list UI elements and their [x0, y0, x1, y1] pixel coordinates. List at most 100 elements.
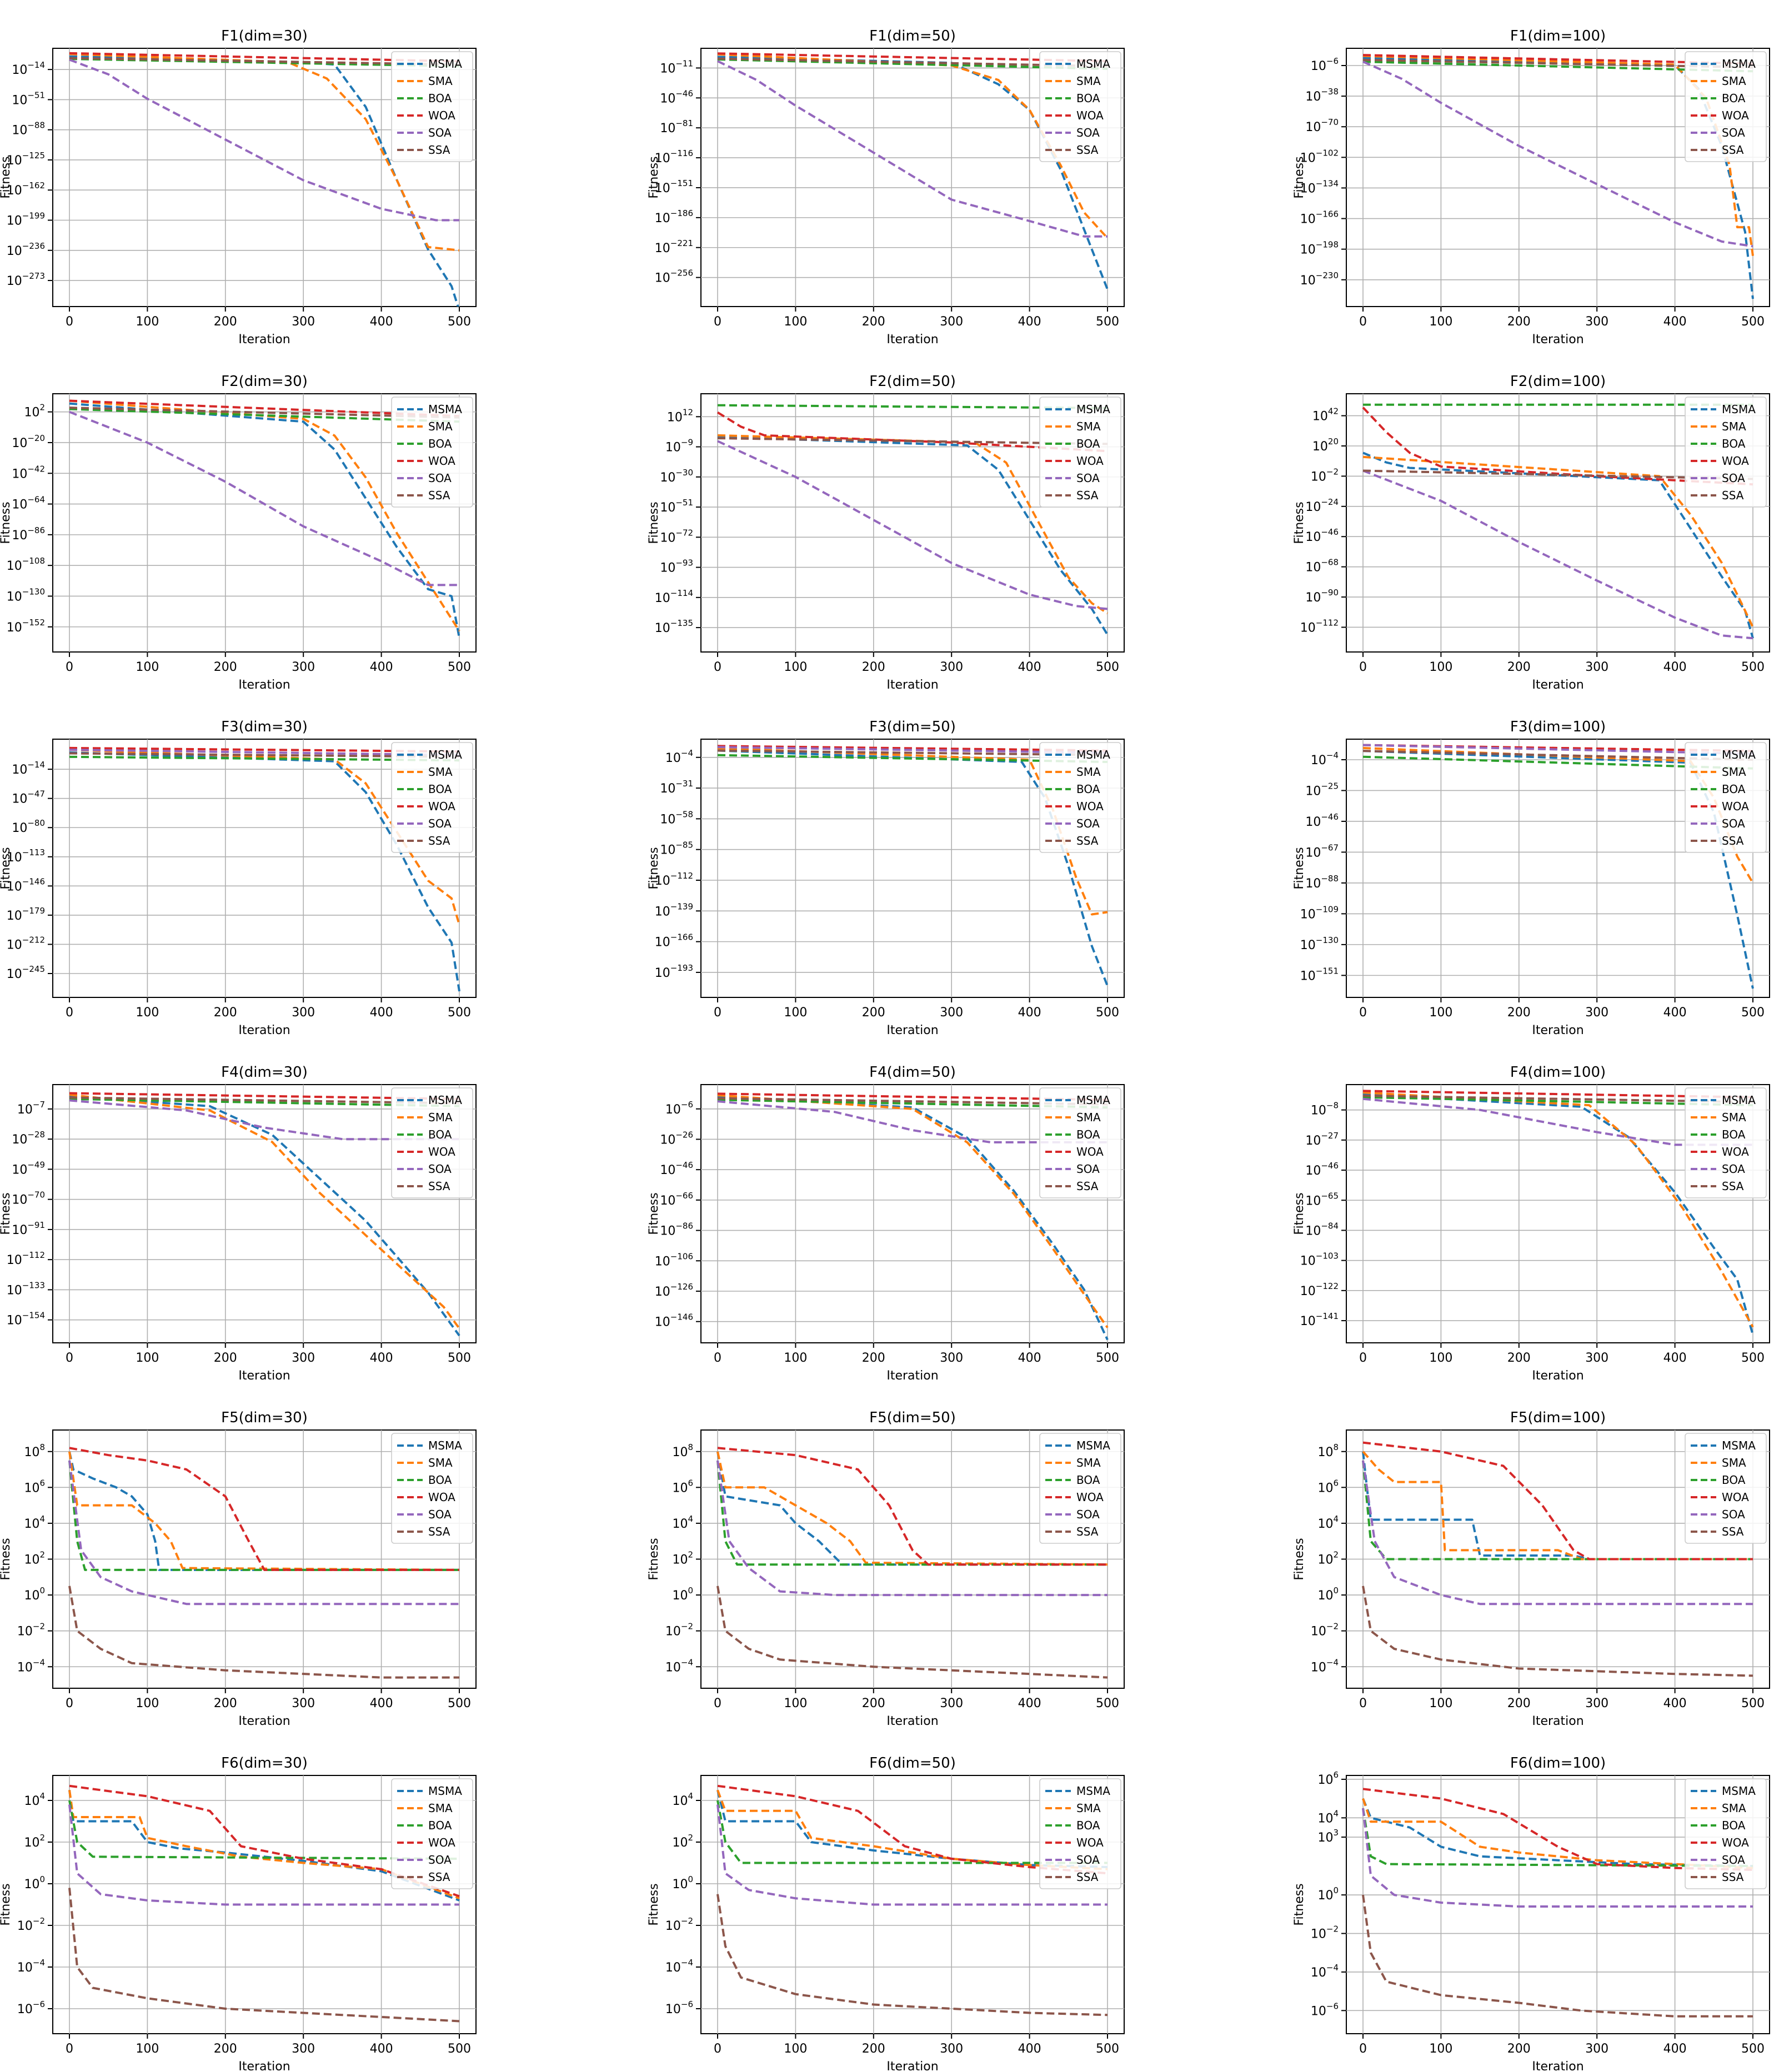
series-line-ssa [1362, 1586, 1753, 1677]
y-tick-label: 10−166 [655, 932, 693, 950]
legend-label-sma: SMA [1076, 420, 1101, 433]
series-line-ssa [69, 57, 460, 66]
y-tick-label: 104 [24, 1791, 45, 1808]
chart-title: F2(dim=50) [869, 373, 956, 390]
chart-title: F2(dim=100) [1510, 373, 1606, 390]
y-tick-label: 10−30 [660, 468, 693, 485]
y-axis-label: Fitness [1292, 156, 1306, 198]
x-tick-label: 0 [1359, 315, 1367, 329]
legend-label-msma: MSMA [428, 57, 462, 71]
y-tick-label: 10−114 [655, 588, 693, 605]
x-tick-label: 0 [66, 315, 73, 329]
y-tick-label: 10−88 [1305, 874, 1339, 891]
x-tick-label: 200 [214, 2042, 237, 2056]
series-line-sma [1362, 1451, 1753, 1561]
legend-label-boa: BOA [1722, 92, 1746, 105]
y-tick-label: 10−66 [660, 1191, 693, 1208]
legend-label-ssa: SSA [1076, 489, 1099, 502]
legend-box [1039, 397, 1121, 508]
legend-label-soa: SOA [1722, 1508, 1745, 1521]
y-tick-label: 10−65 [1305, 1191, 1339, 1208]
chart-title: F5(dim=50) [869, 1409, 956, 1426]
y-tick-label: 10−103 [1300, 1251, 1339, 1268]
series-line-soa [69, 58, 459, 222]
legend: MSMA SMA BOA WOA SOA SSA [391, 397, 473, 508]
y-tick-label: 100 [24, 1874, 45, 1892]
legend-label-ssa: SSA [1076, 1525, 1099, 1538]
x-tick-label: 100 [136, 1351, 159, 1365]
y-tick-label: 10−106 [655, 1251, 693, 1268]
x-tick-label: 400 [1018, 315, 1041, 329]
legend-label-woa: WOA [428, 1836, 455, 1849]
legend: MSMA SMA BOA WOA SOA SSA [1039, 397, 1121, 508]
series-line-boa [716, 1460, 1108, 1566]
y-tick-label: 10−6 [1311, 56, 1339, 73]
series-group [68, 1784, 460, 2023]
series-line-boa [1362, 1460, 1753, 1561]
y-tick-label: 10−24 [1305, 497, 1339, 514]
legend-label-soa: SOA [1076, 817, 1100, 830]
x-tick-label: 200 [214, 1006, 237, 1020]
y-axis-label: Fitness [1292, 1538, 1306, 1580]
y-tick-label: 10−230 [1300, 270, 1339, 288]
x-tick-label: 100 [136, 315, 159, 329]
y-axis-label: Fitness [1292, 847, 1306, 889]
chart-title: F6(dim=50) [869, 1755, 956, 1772]
series-group [69, 1092, 460, 1337]
legend-label-boa: BOA [1722, 1819, 1746, 1832]
legend-label-woa: WOA [1076, 1491, 1104, 1504]
y-tick-label: 10−2 [1311, 1924, 1339, 1941]
x-tick-label: 300 [1585, 315, 1608, 329]
series-line-sma [1362, 746, 1754, 884]
y-tick-label: 1012 [667, 407, 693, 424]
legend-label-ssa: SSA [428, 834, 450, 847]
x-tick-label: 0 [1359, 1006, 1367, 1020]
y-axis-label: Fitness [0, 1192, 13, 1235]
x-tick-label: 400 [1663, 1006, 1687, 1020]
y-axis-label: Fitness [647, 1192, 661, 1235]
x-tick-label: 400 [1663, 315, 1687, 329]
series-line-msma [69, 402, 460, 639]
y-tick-label: 106 [1317, 1770, 1339, 1787]
series-line-woa [69, 399, 460, 418]
y-tick-label: 10−26 [660, 1130, 693, 1147]
x-tick-label: 0 [714, 660, 721, 674]
y-tick-label: 10−64 [12, 495, 45, 512]
x-tick-label: 300 [292, 315, 315, 329]
legend-label-soa: SOA [428, 1162, 452, 1176]
series-group [716, 1784, 1108, 2016]
series-line-ssa [1362, 1894, 1753, 2018]
chart-title: F4(dim=50) [869, 1064, 956, 1081]
legend-label-ssa: SSA [428, 1180, 450, 1193]
legend-label-msma: MSMA [428, 1093, 462, 1107]
legend-label-boa: BOA [428, 782, 452, 796]
legend-label-ssa: SSA [428, 143, 450, 157]
legend-box [1685, 397, 1767, 508]
series-line-boa [1362, 1096, 1753, 1107]
legend: MSMA SMA BOA WOA SOA SSA [391, 742, 473, 853]
y-tick-label: 106 [24, 1478, 45, 1495]
series-line-soa [68, 1460, 459, 1606]
legend-label-soa: SOA [428, 1853, 452, 1867]
x-tick-label: 400 [1663, 2042, 1687, 2056]
legend-label-woa: WOA [428, 454, 455, 468]
y-tick-label: 10−4 [665, 1958, 693, 1975]
x-tick-label: 500 [1741, 1006, 1765, 1020]
series-line-boa [68, 1800, 460, 1860]
x-tick-label: 500 [1741, 660, 1765, 674]
x-tick-label: 400 [370, 315, 393, 329]
series-line-sma [69, 53, 460, 252]
series-line-ssa [69, 752, 460, 758]
series-line-sma [1362, 1798, 1753, 1869]
y-axis-label: Fitness [0, 156, 13, 198]
legend-label-sma: SMA [1722, 765, 1746, 779]
x-tick-label: 100 [784, 1006, 807, 1020]
y-tick-label: 108 [24, 1442, 45, 1459]
x-tick-label: 500 [1096, 315, 1119, 329]
series-line-ssa [716, 1586, 1108, 1679]
y-tick-label: 10−146 [655, 1312, 693, 1330]
legend-label-woa: WOA [1076, 800, 1104, 813]
series-group [717, 1092, 1109, 1341]
legend-label-woa: WOA [428, 800, 455, 813]
legend: MSMA SMA BOA WOA SOA SSA [391, 1087, 473, 1198]
